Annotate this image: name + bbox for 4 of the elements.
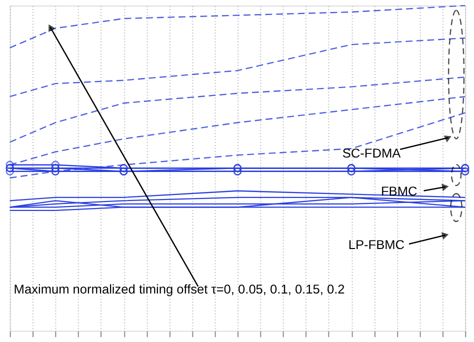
annotation: Maximum normalized timing offset τ=0, 0.05, 0.1, 0.15, 0.2 — [14, 281, 345, 296]
annotation: SC-FDMA — [342, 145, 402, 160]
annotation: FBMC — [380, 184, 418, 199]
annotation: LP-FBMC — [348, 236, 405, 252]
